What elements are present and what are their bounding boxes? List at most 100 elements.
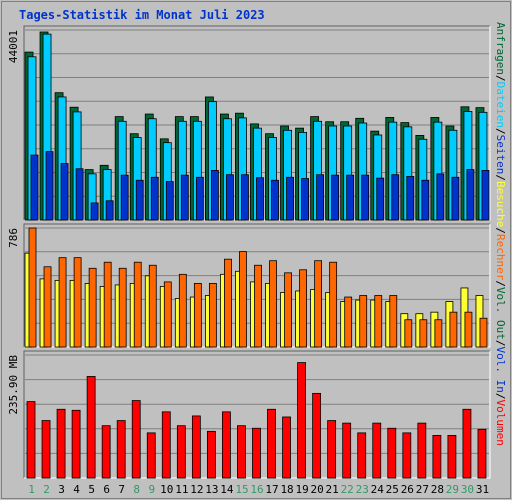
volume-bar [191,415,201,479]
day-label: 29 [446,483,459,496]
volume-bar [432,435,442,479]
volume-bar [402,432,412,479]
day-label: 10 [160,483,173,496]
day-label: 26 [401,483,414,496]
visits-bar-rechner [43,266,52,348]
day-label: 1 [28,483,35,496]
hits-bar-seiten [105,200,114,221]
legend-item: Besuche [494,181,507,227]
volume-bar [222,411,231,479]
visits-bar-rechner [479,317,488,348]
visits-bar-rechner [163,281,172,348]
day-label: 23 [356,483,369,496]
day-label: 16 [250,483,263,496]
volume-bar [462,408,472,479]
visits-bar-rechner [58,257,67,348]
visits-bar-rechner [419,319,428,348]
volume-bar [267,408,276,479]
day-label: 24 [371,483,385,496]
day-label: 22 [341,483,354,496]
day-label: 12 [190,483,203,496]
visits-bar-rechner [434,319,443,348]
hits-bar-seiten [346,174,355,221]
visits-bar-rechner [284,272,292,348]
hits-bar-seiten [466,169,475,221]
day-label: 2 [43,483,50,496]
visits-bar-rechner [389,295,398,348]
day-label: 5 [88,483,95,496]
volume-bar [372,422,382,479]
volume-bar [312,392,322,479]
hits-bar-seiten [135,179,144,221]
hits-bar-seiten [331,174,340,221]
hits-bar-seiten [90,202,99,221]
hits-bar-seiten [120,174,129,221]
hits-bar-seiten [165,181,174,221]
day-label: 6 [103,483,110,496]
volume-bar [116,420,126,479]
day-label: 13 [205,483,218,496]
day-label: 4 [73,483,80,496]
volume-bar [41,420,51,479]
visits-bar-rechner [208,283,217,348]
legend-item: / [494,174,507,181]
hits-bar-seiten [286,176,294,221]
day-label: 20 [311,483,324,496]
hits-bar-seiten [195,176,204,221]
hits-bar-seiten [30,154,39,221]
hits-bar-seiten [75,168,84,221]
volume-bar [161,411,171,479]
day-label: 17 [265,483,278,496]
volume-bar [101,425,111,479]
visits-bar-rechner [314,260,323,348]
visits-ymax-label: 786 [7,228,20,248]
hits-bar-seiten [361,174,370,221]
visits-bar-rechner [118,267,127,348]
visits-bar-rechner [404,319,413,348]
hits-bar-seiten [406,176,415,221]
volume-bar [342,422,352,479]
hits-bar-seiten [316,174,325,221]
panel-border-dark [23,223,490,347]
visits-bar-rechner [299,269,307,348]
visits-bar-rechner [103,261,112,348]
volume-bar [297,362,306,479]
visits-bar-rechner [148,264,157,348]
day-label: 3 [58,483,65,496]
hits-bar-seiten [271,179,279,221]
visits-bar-rechner [193,283,202,348]
day-label: 21 [326,483,339,496]
visits-bar-rechner [449,311,458,348]
day-label: 27 [416,483,429,496]
hits-bar-seiten [210,170,219,221]
legend-item: Dateien [494,82,507,128]
volume-bar [131,400,141,479]
legend-item: / [494,340,507,347]
volume-bar [71,409,81,479]
volume-bar [357,432,367,479]
visits-bar-rechner [178,273,187,348]
legend-item: / [494,75,507,82]
hits-bar-seiten [150,176,159,221]
day-label: 30 [461,483,474,496]
volume-bar [252,427,261,479]
hits-bar-seiten [376,177,385,221]
legend-item: Volumen [494,400,507,446]
visits-bar-rechner [374,295,383,348]
legend-item: Anfragen [494,22,507,75]
hits-bar-seiten [391,174,400,221]
hits-bar-seiten [241,174,249,221]
volume-bar [417,422,427,479]
day-label: 18 [280,483,293,496]
day-label: 7 [118,483,125,496]
hits-bar-seiten [436,173,445,221]
volume-bar [447,435,457,479]
volume-bar [387,427,397,479]
volume-bar [146,432,156,479]
volume-bar [477,428,487,479]
hits-bar-seiten [451,176,460,221]
legend-item: / [494,393,507,400]
